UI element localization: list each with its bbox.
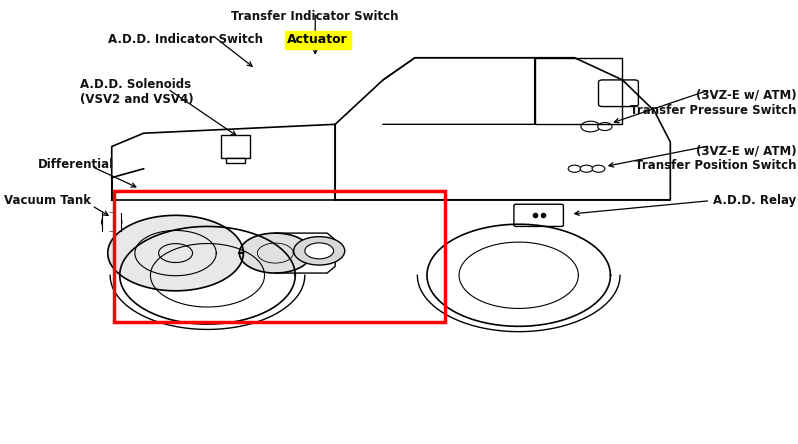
Text: (3VZ-E w/ ATM)
Transfer Position Switch: (3VZ-E w/ ATM) Transfer Position Switch — [635, 144, 796, 172]
Text: Transfer Indicator Switch: Transfer Indicator Switch — [231, 10, 399, 23]
Polygon shape — [108, 215, 243, 291]
Bar — [221, 135, 250, 158]
Text: A.D.D. Indicator Switch: A.D.D. Indicator Switch — [108, 33, 263, 46]
Bar — [114, 191, 445, 322]
Text: Differential: Differential — [38, 158, 114, 170]
Text: A.D.D. Relay: A.D.D. Relay — [713, 194, 796, 207]
Text: Vacuum Tank: Vacuum Tank — [4, 194, 91, 207]
Circle shape — [305, 243, 334, 259]
Ellipse shape — [102, 213, 122, 231]
FancyBboxPatch shape — [514, 204, 563, 226]
Circle shape — [592, 165, 605, 172]
Circle shape — [568, 165, 581, 172]
Text: A.D.D. Solenoids
(VSV2 and VSV4): A.D.D. Solenoids (VSV2 and VSV4) — [80, 78, 193, 106]
Circle shape — [598, 123, 612, 131]
Text: (3VZ-E w/ ATM)
Transfer Pressure Switch: (3VZ-E w/ ATM) Transfer Pressure Switch — [630, 89, 796, 117]
Bar — [226, 158, 245, 163]
Circle shape — [580, 165, 593, 172]
Polygon shape — [239, 233, 311, 273]
Bar — [102, 213, 121, 231]
Text: Actuator: Actuator — [287, 33, 348, 46]
FancyBboxPatch shape — [598, 80, 638, 107]
Circle shape — [294, 237, 345, 265]
Circle shape — [581, 121, 600, 132]
